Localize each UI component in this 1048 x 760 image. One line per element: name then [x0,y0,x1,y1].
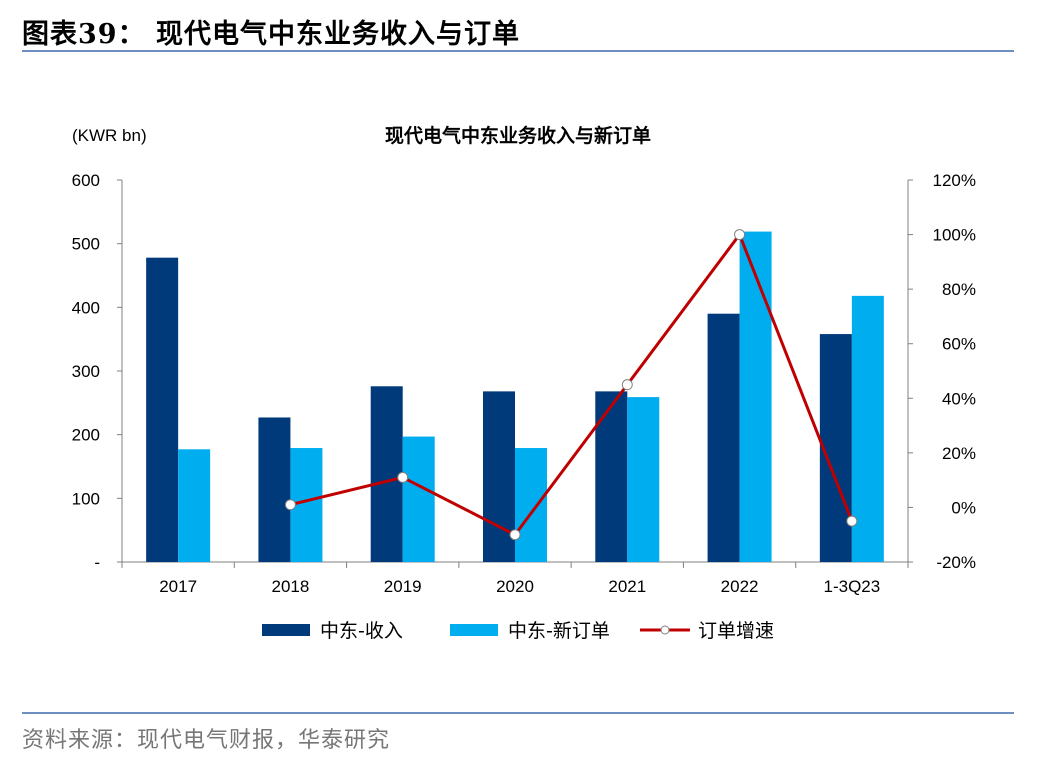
legend-revenue-swatch [262,624,310,636]
bars [146,231,884,562]
legend-growth-label: 订单增速 [698,620,774,642]
growth-point [284,499,296,511]
right-tick-label: -20% [936,553,976,572]
growth-point [621,379,633,391]
right-tick-label: 120% [933,171,976,190]
x-tick-label: 2017 [159,577,197,596]
legend-growth-marker [660,625,670,635]
growth-line [284,229,858,541]
left-tick-label: 400 [72,298,100,317]
bar-new-orders [402,436,435,562]
right-tick-label: 80% [942,280,976,299]
bar-revenue [258,417,291,562]
bar-new-orders [627,397,660,562]
growth-point [846,515,858,527]
chart-title: 现代电气中东业务收入与新订单 [385,124,651,147]
source-note: 资料来源：现代电气财报，华泰研究 [22,728,391,753]
x-tick-label: 2021 [608,577,646,596]
left-tick-label: 500 [72,235,100,254]
left-tick-label: 300 [72,362,100,381]
x-tick-label: 2020 [496,577,534,596]
right-tick-label: 0% [951,498,976,517]
legend-revenue-label: 中东-收入 [320,620,403,642]
bar-new-orders [739,231,772,562]
bottom-divider [22,712,1014,714]
left-tick-label: 600 [72,171,100,190]
bar-revenue [707,313,740,562]
growth-point [509,529,521,541]
x-tick-label: 2022 [721,577,759,596]
left-tick-label: - [94,553,100,572]
bar-new-orders [178,449,211,562]
growth-point [397,471,409,483]
right-tick-label: 40% [942,389,976,408]
top-divider [22,50,1014,52]
right-tick-label: 20% [942,444,976,463]
figure-title: 图表39： 现代电气中东业务收入与订单 [22,19,520,50]
bar-revenue [370,386,403,562]
bar-revenue [595,391,628,562]
x-tick-label: 2018 [272,577,310,596]
bar-new-orders [851,295,884,562]
right-tick-label: 100% [933,226,976,245]
legend-new-orders-label: 中东-新订单 [508,620,610,642]
legend: 中东-收入 中东-新订单 订单增速 [262,620,774,642]
bar-revenue [146,257,179,562]
chart: 现代电气中东业务收入与新订单 (KWR bn) - 100 200 300 400 500… [72,124,976,642]
x-tick-label: 2019 [384,577,422,596]
legend-new-orders-swatch [450,624,498,636]
growth-line-path [290,231,854,537]
unit-label: (KWR bn) [72,126,147,145]
axes: - 100 200 300 400 500 600 -20% 0% 20% 40% 60% 80% 100… [72,171,976,596]
right-tick-label: 60% [942,335,976,354]
left-tick-label: 200 [72,426,100,445]
left-tick-label: 100 [72,489,100,508]
x-tick-label: 1-3Q23 [824,577,881,596]
bar-new-orders [515,448,547,562]
growth-point [734,229,746,241]
bar-revenue [819,334,852,562]
